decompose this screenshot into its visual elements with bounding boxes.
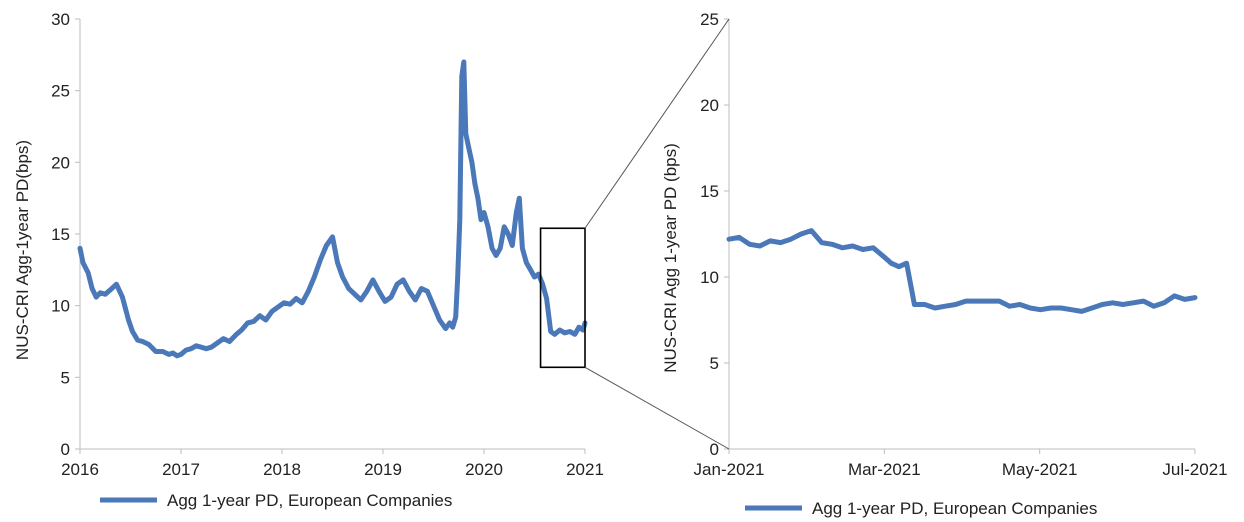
y-tick-label: 0 — [710, 440, 719, 459]
chart-panel-2: 0 5 10 15 20 25 Jan-2021 Mar-2021 May-2021 Jul-20… — [661, 10, 1228, 518]
y-tick-label: 30 — [51, 10, 70, 29]
y-tick-label: 20 — [700, 96, 719, 115]
x-tick-label: May-2021 — [1002, 460, 1078, 479]
y-axis-label: NUS-CRI Agg-1year PD(bps) — [13, 140, 32, 360]
x-tick-label: Jan-2021 — [694, 460, 765, 479]
x-tick-label: 2020 — [465, 460, 503, 479]
y-tick-label: 5 — [710, 354, 719, 373]
x-tick-label: Mar-2021 — [848, 460, 921, 479]
x-tick-label: 2019 — [364, 460, 402, 479]
y-tick-label: 20 — [51, 153, 70, 172]
x-tick-label: Jul-2021 — [1162, 460, 1227, 479]
y-tick-label: 0 — [61, 440, 70, 459]
y-tick-label: 10 — [700, 268, 719, 287]
y-tick-label: 15 — [700, 182, 719, 201]
zoom-connector-top — [584, 18, 730, 229]
y-tick-label: 25 — [51, 82, 70, 101]
legend-label: Agg 1-year PD, European Companies — [167, 491, 452, 510]
series-line-1 — [77, 59, 588, 359]
zoom-connector-bottom — [584, 366, 730, 450]
y-tick-label: 5 — [61, 368, 70, 387]
chart-panel-1: 0 5 10 15 20 25 30 2016 2017 2018 2019 2020 2021 NUS-… — [13, 10, 604, 510]
x-tick-label: 2018 — [263, 460, 301, 479]
y-tick-label: 25 — [700, 10, 719, 29]
zoom-indicator — [539, 18, 730, 450]
series-line-1 — [726, 228, 1198, 314]
legend-label: Agg 1-year PD, European Companies — [812, 499, 1097, 518]
y-tick-label: 10 — [51, 297, 70, 316]
x-tick-label: 2016 — [61, 460, 99, 479]
zoom-box — [539, 227, 586, 369]
x-tick-label: 2017 — [162, 460, 200, 479]
y-tick-label: 15 — [51, 225, 70, 244]
y-axis-label: NUS-CRI Agg 1-year PD (bps) — [661, 143, 680, 373]
x-tick-label: 2021 — [566, 460, 604, 479]
